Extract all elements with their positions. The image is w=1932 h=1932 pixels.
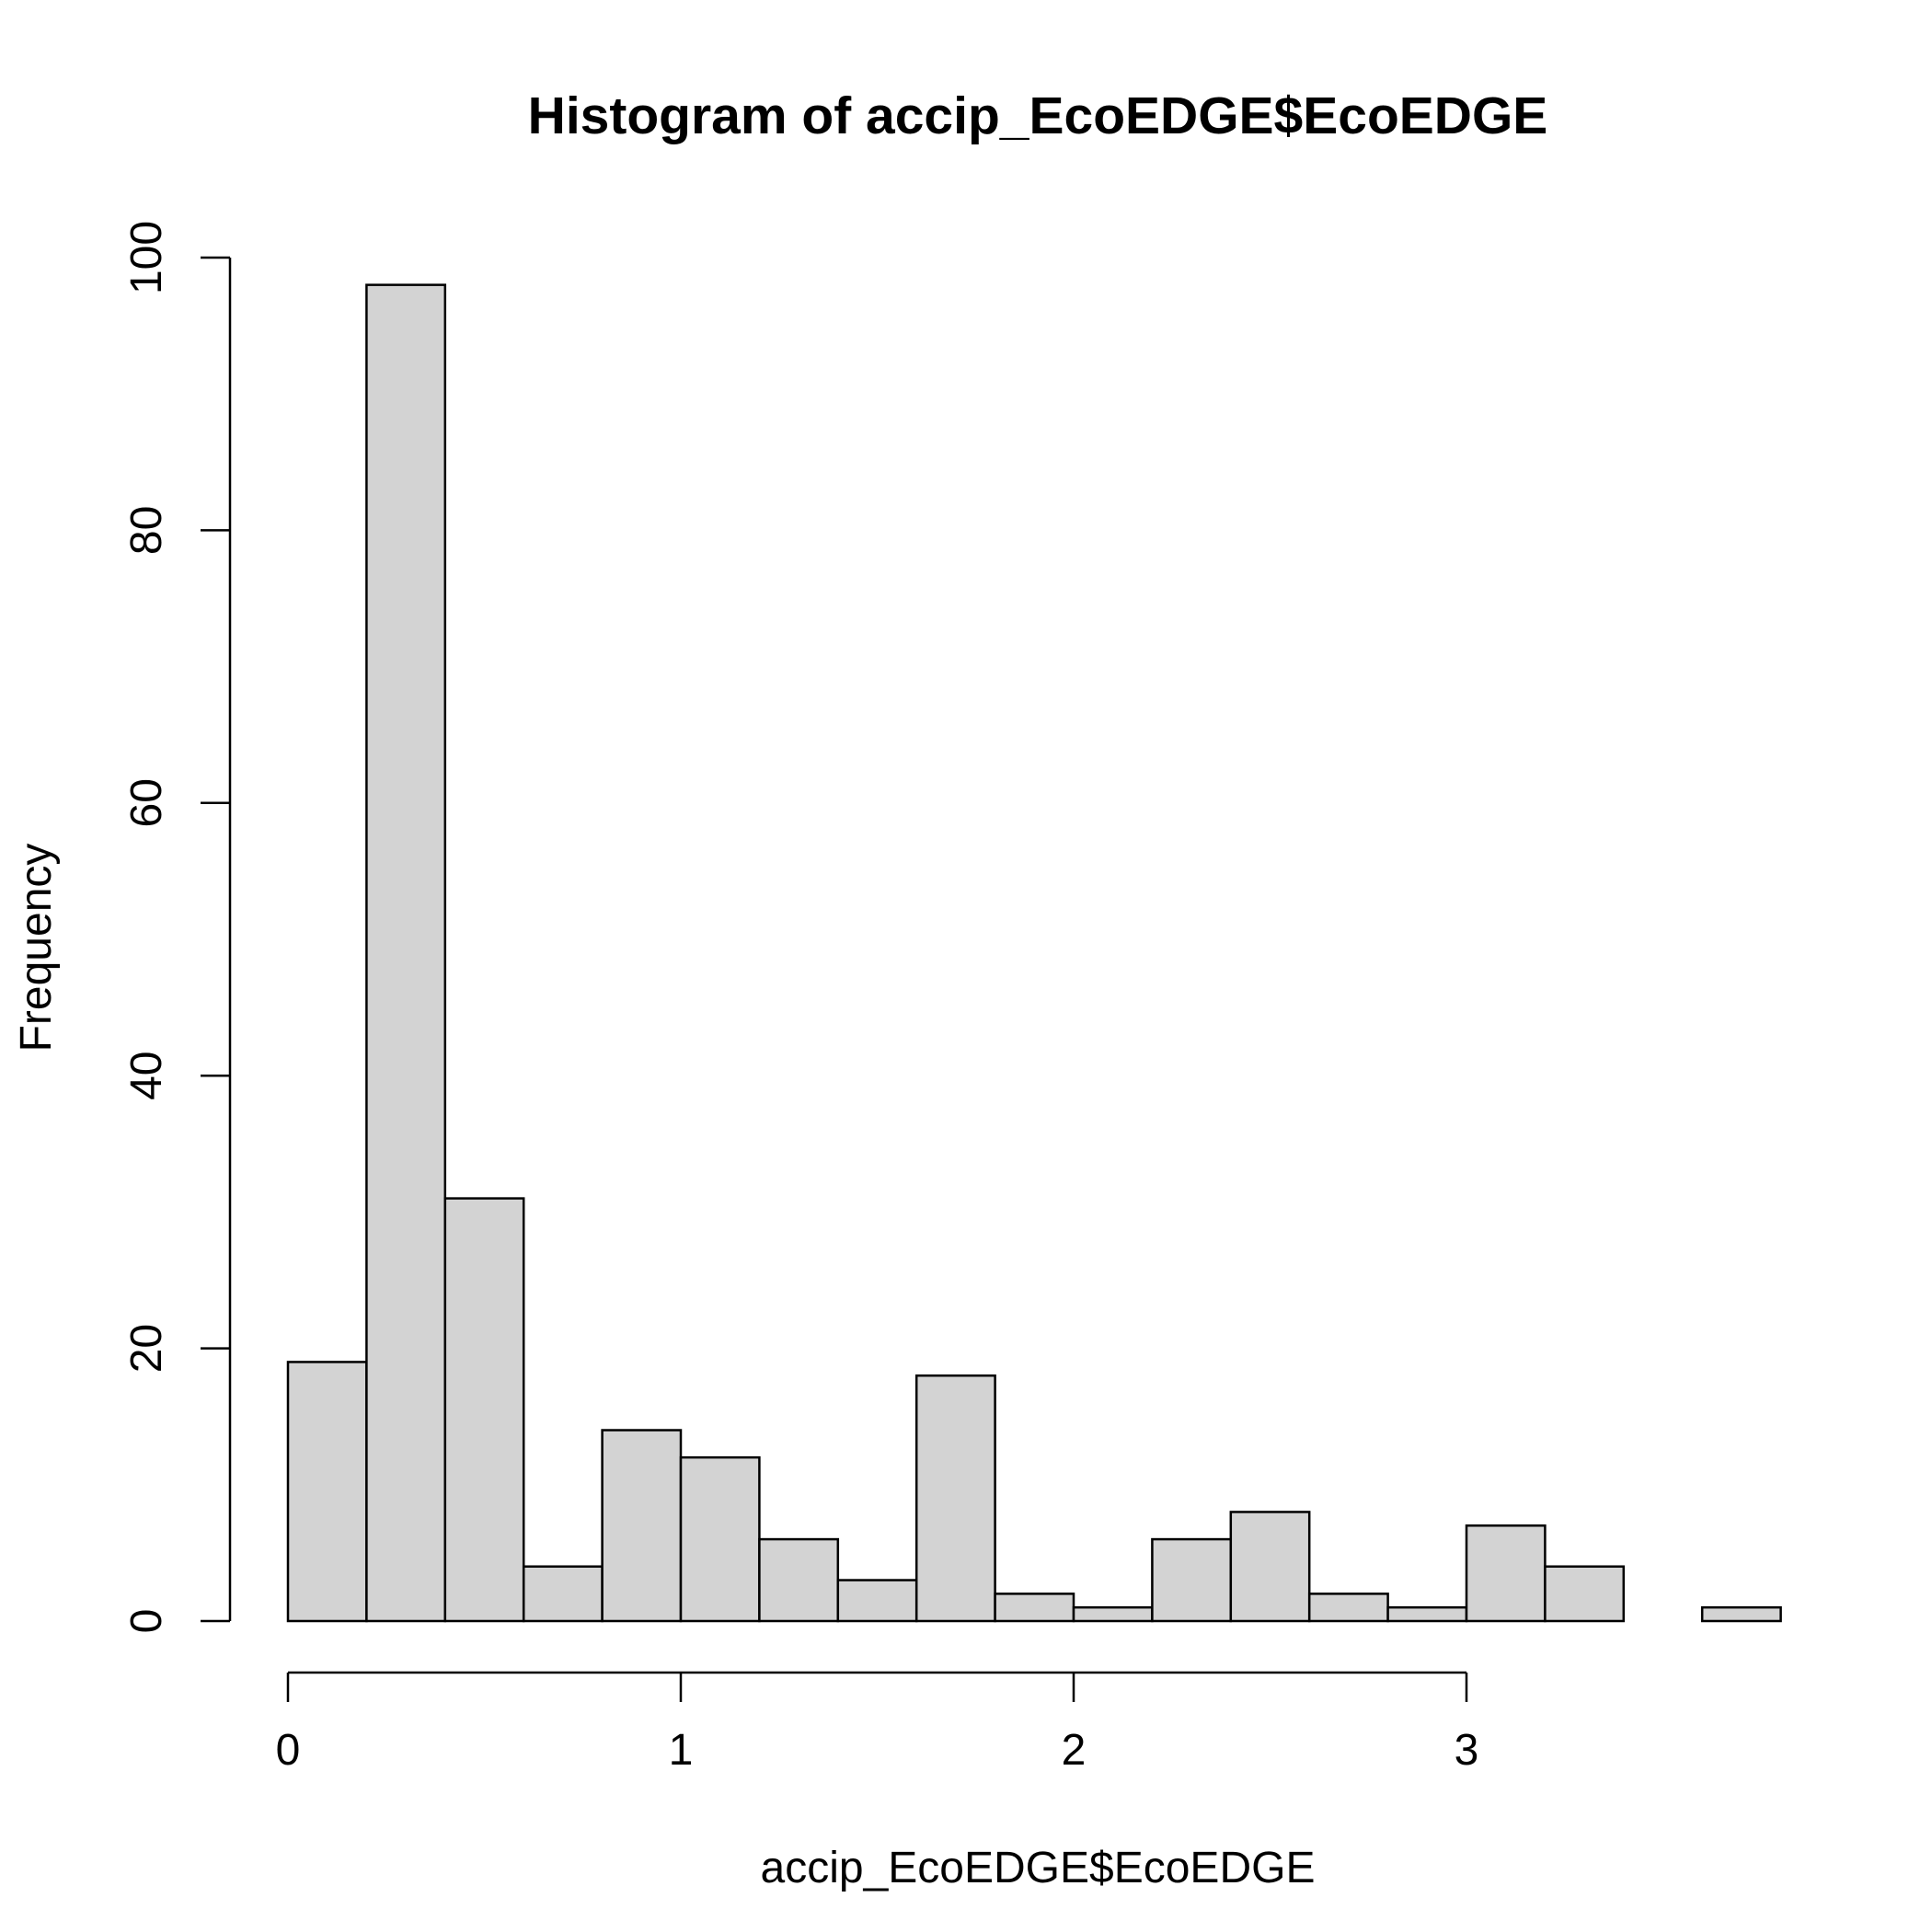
histogram-bar [1544, 1565, 1626, 1623]
histogram-bar [1700, 1605, 1782, 1623]
histogram-bar [443, 1197, 525, 1623]
bars-group [286, 283, 1782, 1623]
chart-title: Histogram of accip_EcoEDGE$EcoEDGE [528, 86, 1548, 145]
x-tick-label: 1 [669, 1726, 694, 1775]
y-tick-label: 60 [122, 778, 171, 827]
histogram-bar [1151, 1537, 1233, 1623]
histogram-bar [522, 1565, 604, 1623]
x-axis: 0 1 2 3 [276, 1671, 1479, 1775]
histogram-bar [365, 283, 447, 1623]
histogram-bar [601, 1429, 683, 1623]
x-tick-label: 0 [276, 1726, 301, 1775]
y-tick-label: 20 [122, 1324, 171, 1373]
x-tick-label: 3 [1455, 1726, 1479, 1775]
y-axis: 0 20 40 60 80 100 [122, 221, 232, 1634]
y-axis-label: Frequency [12, 844, 61, 1052]
histogram-bar [1386, 1605, 1468, 1623]
histogram-bar [1072, 1605, 1154, 1623]
histogram-bar [836, 1579, 918, 1623]
histogram-bar [679, 1455, 761, 1623]
x-tick-label: 2 [1062, 1726, 1087, 1775]
y-tick-label: 40 [122, 1052, 171, 1100]
histogram-bar [758, 1537, 840, 1623]
histogram-bar [1307, 1593, 1389, 1623]
histogram-bar [1229, 1511, 1311, 1623]
y-tick-label: 0 [122, 1609, 171, 1634]
x-axis-label: accip_EcoEDGE$EcoEDGE [761, 1844, 1316, 1892]
y-tick-label: 80 [122, 506, 171, 555]
y-tick-label: 100 [122, 221, 171, 294]
histogram-bar [286, 1361, 368, 1623]
histogram-bar [1465, 1524, 1547, 1623]
histogram-bar [914, 1374, 996, 1623]
histogram-bar [994, 1593, 1075, 1623]
